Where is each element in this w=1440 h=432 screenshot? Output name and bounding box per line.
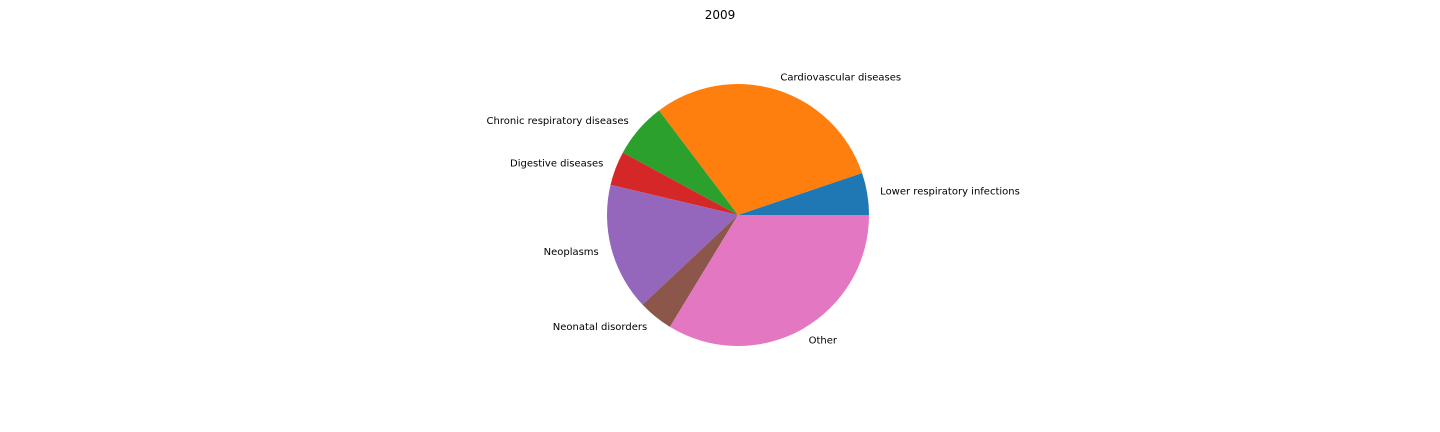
slice-label: Digestive diseases	[510, 159, 603, 170]
pie-slice	[659, 84, 863, 215]
slice-label: Cardiovascular diseases	[780, 72, 901, 83]
slice-label: Other	[809, 336, 838, 347]
pie-slice	[607, 184, 738, 305]
pie-slice	[610, 152, 738, 215]
slice-label: Neonatal disorders	[553, 322, 647, 333]
pie-labels: Lower respiratory infections Cardiovascul…	[487, 72, 1020, 346]
slice-label: Chronic respiratory diseases	[487, 116, 629, 127]
pie-slice	[642, 215, 738, 327]
chart-title: 2009	[705, 8, 736, 22]
pie-slice	[669, 215, 869, 346]
pie-slice	[622, 110, 738, 215]
slice-label: Lower respiratory infections	[880, 187, 1020, 198]
slice-label: Neoplasms	[544, 247, 599, 258]
pie-slices	[607, 84, 869, 346]
pie-slice	[738, 172, 869, 215]
